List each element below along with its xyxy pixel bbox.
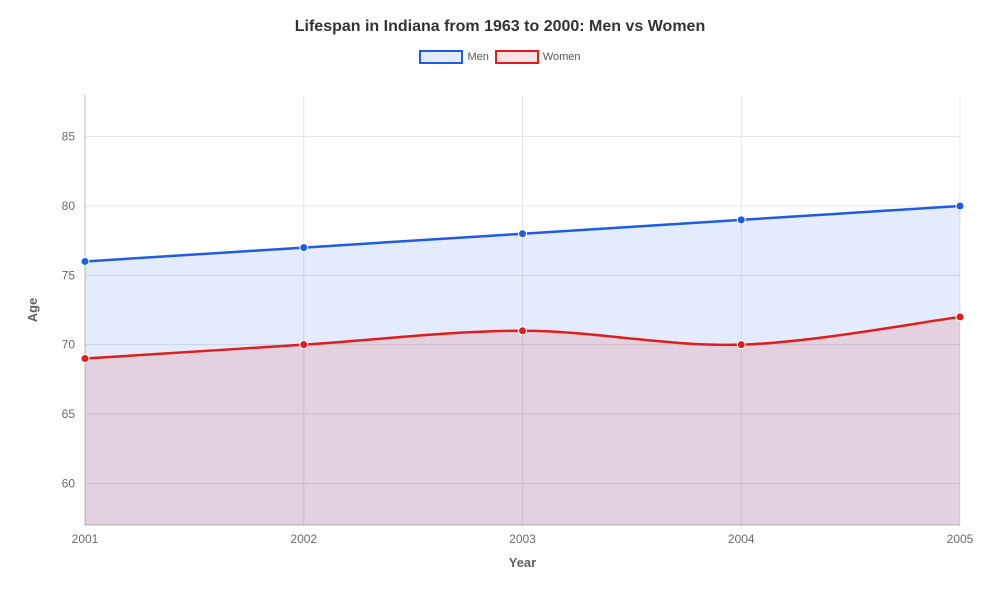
- data-point-women[interactable]: [300, 341, 308, 349]
- data-point-men[interactable]: [956, 202, 964, 210]
- y-axis-label: Age: [25, 298, 40, 323]
- x-tick-label: 2002: [290, 532, 317, 546]
- chart-container: Lifespan in Indiana from 1963 to 2000: M…: [0, 0, 1000, 600]
- x-axis-label: Year: [509, 555, 536, 570]
- x-tick-label: 2001: [72, 532, 99, 546]
- data-point-women[interactable]: [519, 327, 527, 335]
- data-point-women[interactable]: [81, 355, 89, 363]
- plot-svg: 60 65 70 75 80 85 2001 2002 2003 2004 2005 Year Age: [0, 0, 1000, 600]
- data-point-men[interactable]: [300, 244, 308, 252]
- y-tick-label: 75: [62, 268, 76, 282]
- x-tick-label: 2005: [947, 532, 974, 546]
- y-tick-label: 80: [62, 199, 76, 213]
- data-point-women[interactable]: [737, 341, 745, 349]
- x-tick-label: 2004: [728, 532, 755, 546]
- data-point-women[interactable]: [956, 313, 964, 321]
- y-tick-label: 70: [62, 338, 76, 352]
- x-tick-label: 2003: [509, 532, 536, 546]
- y-tick-label: 85: [62, 130, 76, 144]
- data-point-men[interactable]: [81, 257, 89, 265]
- data-point-men[interactable]: [737, 216, 745, 224]
- data-point-men[interactable]: [519, 230, 527, 238]
- y-tick-label: 60: [62, 476, 76, 490]
- y-tick-label: 65: [62, 407, 76, 421]
